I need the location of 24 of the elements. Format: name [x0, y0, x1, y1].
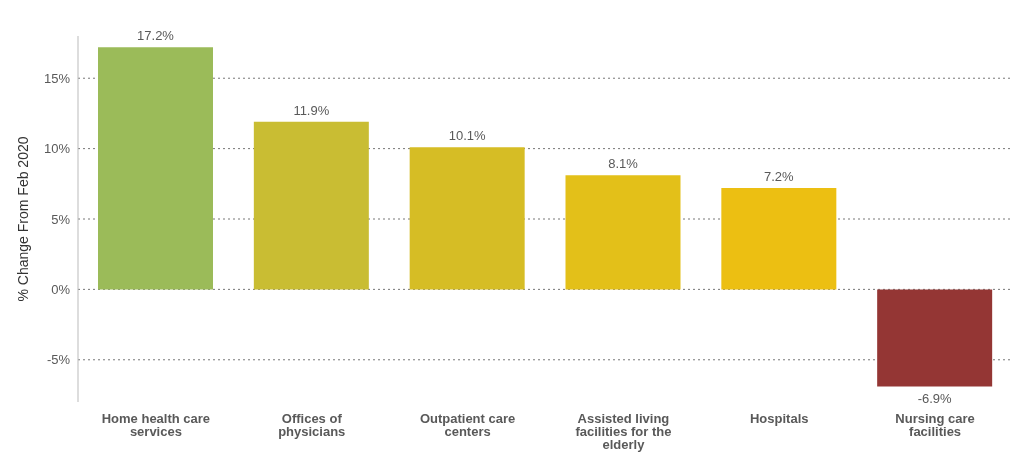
y-tick-label: 5%: [51, 211, 71, 227]
data-label: 11.9%: [293, 102, 330, 118]
bar: [877, 289, 993, 387]
bar: [253, 121, 369, 290]
data-label: 10.1%: [448, 128, 487, 144]
x-tick-label: Assisted living facilities for the elderly: [575, 411, 672, 453]
y-tick-label: 15%: [43, 70, 71, 86]
x-tick-label: Outpatient care centers: [419, 411, 516, 440]
y-tick-label: 0%: [51, 282, 71, 297]
x-tick-label: Nursing care facilities: [895, 411, 975, 440]
data-label: 8.1%: [608, 156, 639, 172]
data-label: 7.2%: [764, 169, 795, 185]
y-tick-label: -5%: [46, 352, 71, 368]
bar: [98, 47, 213, 290]
bar: [565, 175, 681, 290]
x-tick-label: Hospitals: [749, 411, 809, 427]
data-label: -6.9%: [917, 390, 953, 406]
x-tick-label: Offices of physicians: [278, 411, 346, 440]
bar: [721, 188, 837, 290]
data-label: 17.2%: [137, 28, 175, 44]
bar: [409, 147, 525, 290]
x-tick-label: Home health care services: [101, 411, 211, 440]
y-axis-title: % Change From Feb 2020: [14, 136, 31, 302]
y-tick-label: 10%: [43, 141, 71, 157]
